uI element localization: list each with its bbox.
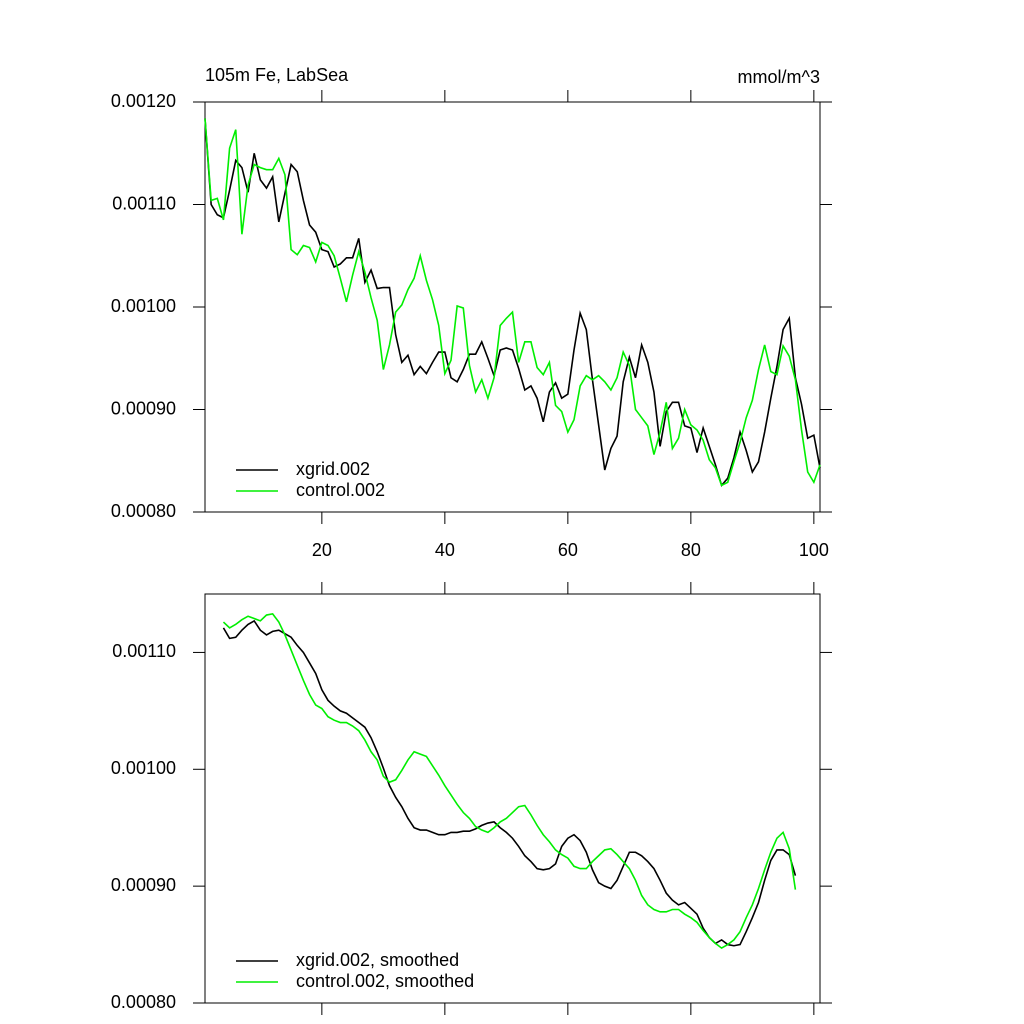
y-tick-label: 0.00120 bbox=[111, 91, 176, 111]
legend-label: control.002 bbox=[296, 480, 385, 500]
y-tick-label: 0.00100 bbox=[111, 296, 176, 316]
units-label: mmol/m^3 bbox=[738, 67, 820, 87]
y-tick-label: 0.00090 bbox=[111, 875, 176, 895]
legend-label: xgrid.002, smoothed bbox=[296, 950, 459, 970]
legend-label: control.002, smoothed bbox=[296, 971, 474, 991]
x-tick-label: 60 bbox=[558, 540, 578, 560]
x-tick-label: 20 bbox=[312, 540, 332, 560]
y-tick-label: 0.00100 bbox=[111, 758, 176, 778]
plot-frame bbox=[204, 101, 821, 513]
series-line bbox=[204, 118, 821, 487]
y-tick-label: 0.00080 bbox=[111, 992, 176, 1012]
x-tick-label: 100 bbox=[799, 540, 829, 560]
chart-title: 105m Fe, LabSea bbox=[205, 65, 349, 85]
legend-label: xgrid.002 bbox=[296, 459, 370, 479]
series-line bbox=[204, 118, 821, 487]
y-tick-label: 0.00110 bbox=[112, 193, 176, 213]
x-tick-label: 80 bbox=[681, 540, 701, 560]
x-tick-label: 40 bbox=[435, 540, 455, 560]
y-tick-label: 0.00110 bbox=[112, 641, 176, 661]
y-tick-label: 0.00090 bbox=[111, 398, 176, 418]
series-line bbox=[222, 612, 797, 950]
y-tick-label: 0.00080 bbox=[111, 501, 176, 521]
series-line bbox=[222, 619, 797, 947]
plot-frame bbox=[204, 593, 821, 1004]
